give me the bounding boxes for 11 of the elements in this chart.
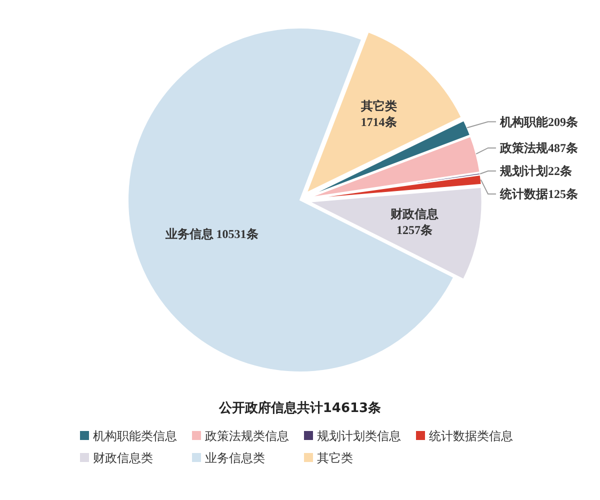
data-label: 规划计划22条 <box>499 164 572 178</box>
data-label: 其它类 1714条 <box>360 98 397 129</box>
data-label: 业务信息 10531条 <box>164 227 258 242</box>
legend-label: 业务信息类 <box>205 451 265 465</box>
data-label: 统计数据125条 <box>499 186 578 201</box>
text: 公开政府信息共计14613条 <box>218 400 382 416</box>
legend-label: 其它类 <box>317 451 353 465</box>
data-label: 政策法规487条 <box>499 140 578 155</box>
data-label: 财政信息 1257条 <box>390 207 440 238</box>
data-label: 机构职能209条 <box>499 114 578 129</box>
legend-label: 财政信息类 <box>93 451 153 465</box>
